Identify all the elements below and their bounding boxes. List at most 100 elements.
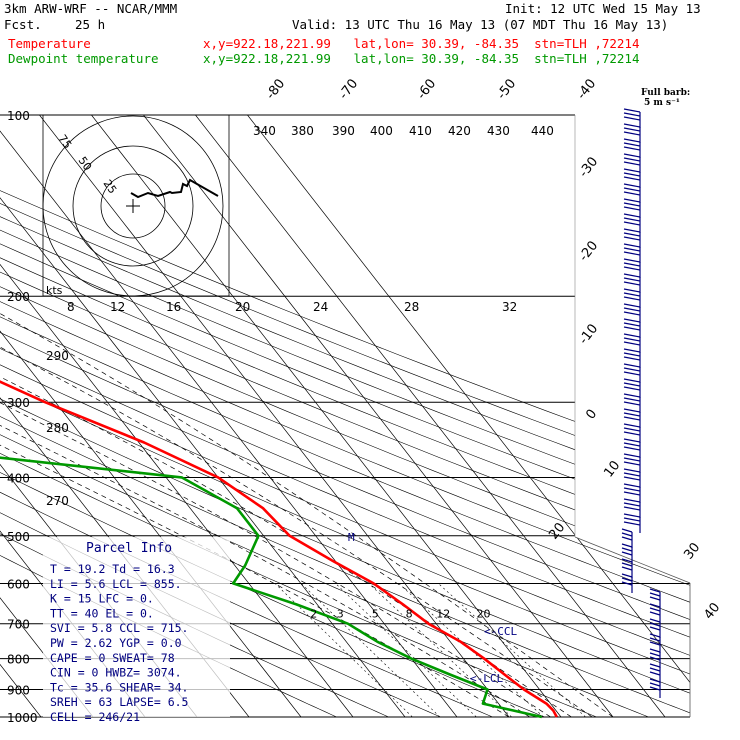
wind-barb-30: [621, 558, 633, 578]
hodograph-ring-label-50: 50: [76, 154, 95, 173]
wind-barb-18: [623, 378, 641, 398]
speed-label-20: 20: [235, 300, 250, 314]
isotherm-label--60: -60: [414, 76, 439, 102]
dry-adiabat-420: [0, 115, 690, 717]
isotherm--70: [0, 115, 94, 717]
theta-label-340: 340: [253, 124, 276, 138]
wind-barb-3: [623, 153, 641, 173]
dry-adiabat-310: [0, 115, 649, 717]
wind-barb-11: [623, 273, 641, 293]
ccl-marker: <-CCL: [484, 625, 517, 638]
dry-adiabat-440: [0, 115, 690, 717]
pressure-label-400: 400: [7, 471, 30, 485]
theta-label-390: 390: [332, 124, 355, 138]
wind-barb-17: [623, 363, 641, 383]
m-marker: M: [348, 531, 355, 544]
dry-adiabat-470: [0, 115, 690, 717]
wind-barb-32: [649, 588, 661, 608]
wind-barb-22: [623, 438, 641, 458]
moist-adiabat-14: [0, 295, 530, 717]
parcel-info-row: CAPE = 0 SWEAT= 78: [50, 651, 175, 665]
mixing-ratio-label-8: 8: [406, 608, 413, 621]
isotherm-label--10: -10: [576, 321, 601, 347]
dry-adiabat-350: [0, 115, 690, 717]
barb-legend-line2: 5 m s⁻¹: [644, 98, 680, 108]
mixing-line-2: [274, 583, 413, 717]
isotherm-label--40: -40: [574, 76, 599, 102]
wind-barb-6: [623, 198, 641, 218]
dry-adiabat-250: [0, 115, 337, 717]
wind-barb-27: [623, 513, 641, 533]
hodograph-ring-label-75: 75: [56, 132, 75, 151]
mixing-line-20: [438, 583, 586, 717]
mixing-ratio-label-3: 3: [337, 608, 344, 621]
wind-barb-23: [623, 453, 641, 473]
parcel-info-title: Parcel Info: [86, 541, 172, 556]
wind-barb-24: [623, 468, 641, 488]
theta-label-400: 400: [370, 124, 393, 138]
pressure-label-300: 300: [7, 396, 30, 410]
wind-barb-14: [623, 318, 641, 338]
pressure-label-500: 500: [7, 530, 30, 544]
pressure-label-1000: 1000: [7, 711, 38, 725]
parcel-info-row: LI = 5.6 LCL = 855.: [50, 577, 182, 591]
wind-barb-37: [649, 663, 661, 683]
theta-e-label-290: 290: [46, 349, 69, 363]
parcel-info-row: T = 19.2 Td = 16.3: [50, 562, 175, 576]
dry-adiabat-320: [0, 115, 690, 717]
wind-barb-4: [623, 168, 641, 188]
speed-label-28: 28: [404, 300, 419, 314]
lcl-marker: <-LCL: [470, 672, 503, 685]
isotherm-10: [39, 115, 510, 717]
wind-barb-31: [621, 573, 633, 593]
parcel-info-row: CELL = 246/21: [50, 710, 140, 724]
dry-adiabat-370: [0, 115, 690, 717]
isotherm-label--80: -80: [263, 76, 288, 102]
wind-barb-20: [623, 408, 641, 428]
temperature-line: [0, 380, 558, 718]
hodograph-kts-label: kts: [46, 284, 63, 297]
mixing-ratio-label-5: 5: [372, 608, 379, 621]
hodograph-ring-1: [72, 145, 194, 267]
theta-label-380: 380: [291, 124, 314, 138]
wind-barb-28: [621, 528, 633, 548]
speed-label-24: 24: [313, 300, 328, 314]
pressure-label-100: 100: [7, 109, 30, 123]
moist-adiabat-30: [0, 295, 614, 717]
isotherm-label-30: 30: [681, 540, 703, 562]
wind-barb-12: [623, 288, 641, 308]
temperature-location: x,y=922.18,221.99 lat,lon= 30.39, -84.35…: [203, 36, 640, 51]
mixing-ratio-label-12: 12: [436, 608, 450, 621]
theta-label-420: 420: [448, 124, 471, 138]
isotherm-30: [143, 115, 614, 717]
mixing-line-3: [300, 583, 441, 717]
wind-barb-38: [649, 678, 661, 698]
model-title: 3km ARW-WRF -- NCAR/MMM: [4, 1, 178, 16]
forecast-hours: 25 h: [75, 17, 106, 32]
parcel-info-row: SREH = 63 LAPSE= 6.5: [50, 695, 188, 709]
mixing-ratio-label-20: 20: [476, 608, 490, 621]
hodograph-ring-2: [100, 173, 166, 239]
dry-adiabat-360: [0, 115, 690, 717]
dewpoint-line: [0, 456, 543, 719]
isotherm-label--70: -70: [336, 76, 361, 102]
dry-adiabat-330: [0, 115, 690, 717]
speed-label-8: 8: [67, 300, 75, 314]
wind-barb-26: [623, 498, 641, 518]
dry-adiabat-340: [0, 115, 690, 717]
theta-e-label-270: 270: [46, 494, 69, 508]
valid-time: Valid: 13 UTC Thu 16 May 13 (07 MDT Thu …: [292, 17, 669, 32]
mixing-ratio-lines: [274, 583, 586, 717]
wind-barb-36: [649, 648, 661, 668]
hodograph-ring-0: [42, 115, 224, 297]
wind-barb-29: [621, 543, 633, 563]
pressure-label-700: 700: [7, 618, 30, 632]
parcel-info-row: CIN = 0 HWBZ= 3074.: [50, 666, 182, 680]
wind-barb-15: [623, 333, 641, 353]
speed-label-32: 32: [502, 300, 517, 314]
wind-barb-5: [623, 183, 641, 203]
pressure-label-200: 200: [7, 290, 30, 304]
parcel-info-row: PW = 2.62 YGP = 0.0: [50, 636, 182, 650]
